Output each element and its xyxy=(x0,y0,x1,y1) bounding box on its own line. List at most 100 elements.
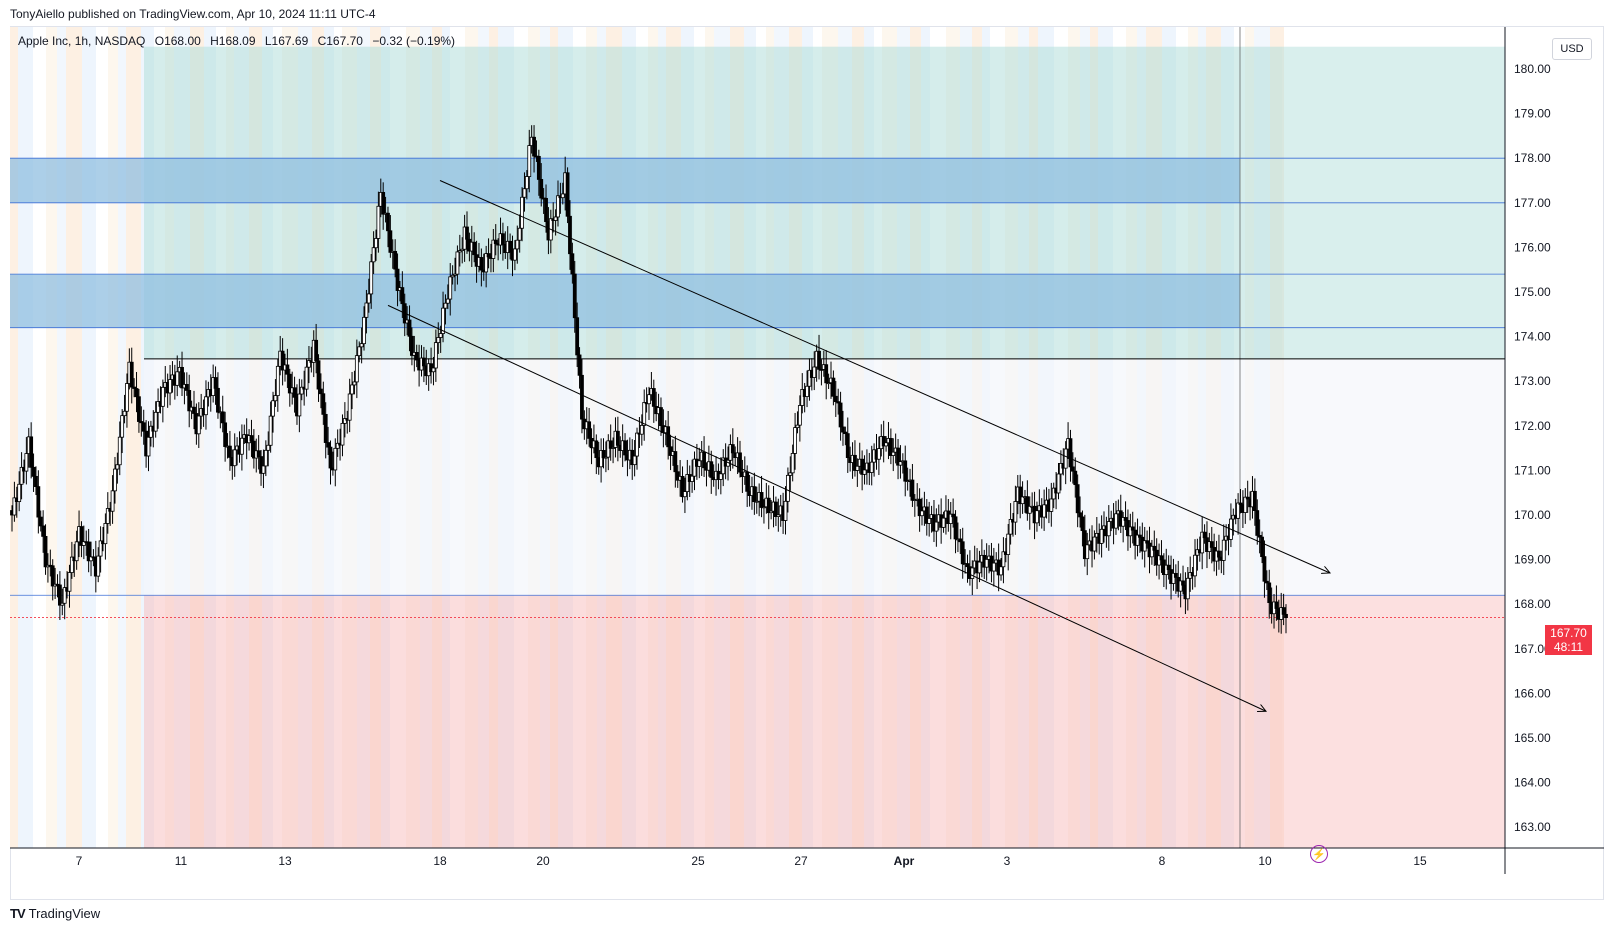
candle-body xyxy=(1025,496,1030,514)
candle-body xyxy=(819,368,824,371)
candle xyxy=(587,408,592,447)
candle-body xyxy=(297,393,302,417)
candle-body xyxy=(522,188,527,198)
candle-body xyxy=(1221,539,1226,561)
candle xyxy=(580,358,584,434)
candle xyxy=(342,402,347,438)
candle-body xyxy=(1236,502,1241,519)
candle xyxy=(896,439,900,480)
candle xyxy=(1075,474,1080,528)
session-stripe xyxy=(46,27,57,848)
candle xyxy=(239,424,244,471)
candle-body xyxy=(366,293,371,304)
candle-body xyxy=(484,253,489,273)
candle-body xyxy=(261,465,266,474)
candle-body xyxy=(697,460,702,467)
currency-button[interactable]: USD xyxy=(1552,38,1592,60)
candle-body xyxy=(675,471,680,481)
candle-body xyxy=(146,436,151,457)
candle-body xyxy=(1252,490,1257,512)
candle xyxy=(321,381,326,425)
candle-body xyxy=(927,518,932,524)
candle xyxy=(1185,567,1190,611)
candle-body xyxy=(999,566,1003,576)
candle xyxy=(603,441,608,473)
candle-body xyxy=(1070,466,1075,472)
candle-body xyxy=(594,440,599,459)
candle-body xyxy=(680,475,685,498)
candle xyxy=(1159,540,1164,573)
candle xyxy=(884,436,888,452)
candle xyxy=(376,191,381,253)
candle xyxy=(479,248,484,287)
candle-body xyxy=(599,450,604,468)
candle xyxy=(508,233,513,260)
candle-body xyxy=(460,248,465,251)
candle xyxy=(522,172,527,212)
session-stripe xyxy=(96,27,108,848)
candle xyxy=(43,524,48,575)
candle xyxy=(520,187,524,242)
candle xyxy=(184,372,189,396)
candle xyxy=(1001,537,1006,584)
candle xyxy=(410,327,414,366)
candle xyxy=(328,440,333,485)
candle xyxy=(783,486,788,535)
candle-body xyxy=(984,558,989,568)
candle-body xyxy=(836,401,841,404)
candle xyxy=(395,253,400,307)
candle-body xyxy=(438,333,443,338)
candle xyxy=(1027,496,1032,530)
candle-body xyxy=(1173,572,1178,578)
candle xyxy=(1121,511,1126,543)
candle xyxy=(38,510,43,532)
candle-body xyxy=(1238,502,1243,506)
last-price-tag: 167.70 48:11 xyxy=(1545,625,1592,655)
candle-body xyxy=(285,364,290,375)
candle xyxy=(903,445,908,497)
candle xyxy=(366,278,371,313)
candle xyxy=(340,414,345,457)
candle-body xyxy=(1171,572,1176,584)
candle xyxy=(891,438,896,472)
candle-body xyxy=(259,456,263,474)
candle xyxy=(196,402,201,449)
candle xyxy=(362,306,366,351)
price-tick-label: 171.00 xyxy=(1514,463,1551,477)
candle-body xyxy=(544,197,548,223)
time-tick-label: 3 xyxy=(1004,854,1011,868)
candle-body xyxy=(1267,582,1272,604)
candle-body xyxy=(187,390,192,412)
candle xyxy=(1243,488,1248,524)
candle xyxy=(941,511,946,533)
time-tick-label: 15 xyxy=(1413,854,1427,868)
candle-body xyxy=(565,172,570,217)
candle xyxy=(702,436,706,478)
candle-body xyxy=(486,253,491,258)
candle xyxy=(623,433,627,462)
candle xyxy=(1262,540,1267,598)
candle-body xyxy=(838,402,843,428)
time-tick-label: 25 xyxy=(691,854,705,868)
candle-body xyxy=(745,471,750,492)
candle-body xyxy=(1264,580,1269,584)
candle-body xyxy=(572,273,577,319)
candle xyxy=(790,444,795,482)
candle xyxy=(1073,457,1078,498)
candle-body xyxy=(34,475,38,488)
candle xyxy=(1257,519,1262,554)
alert-bolt-icon[interactable]: ⚡ xyxy=(1310,845,1328,863)
trend-channel-line xyxy=(387,304,1266,711)
candle-body xyxy=(1135,534,1140,546)
candle-body xyxy=(783,500,788,521)
candle xyxy=(304,358,309,397)
session-stripe xyxy=(66,27,82,848)
candle xyxy=(137,388,141,433)
candle xyxy=(486,238,491,269)
candle-body xyxy=(479,257,484,271)
candle xyxy=(110,475,115,524)
candle-body xyxy=(948,513,953,524)
candle-body xyxy=(517,227,522,241)
candle-body xyxy=(328,446,333,469)
